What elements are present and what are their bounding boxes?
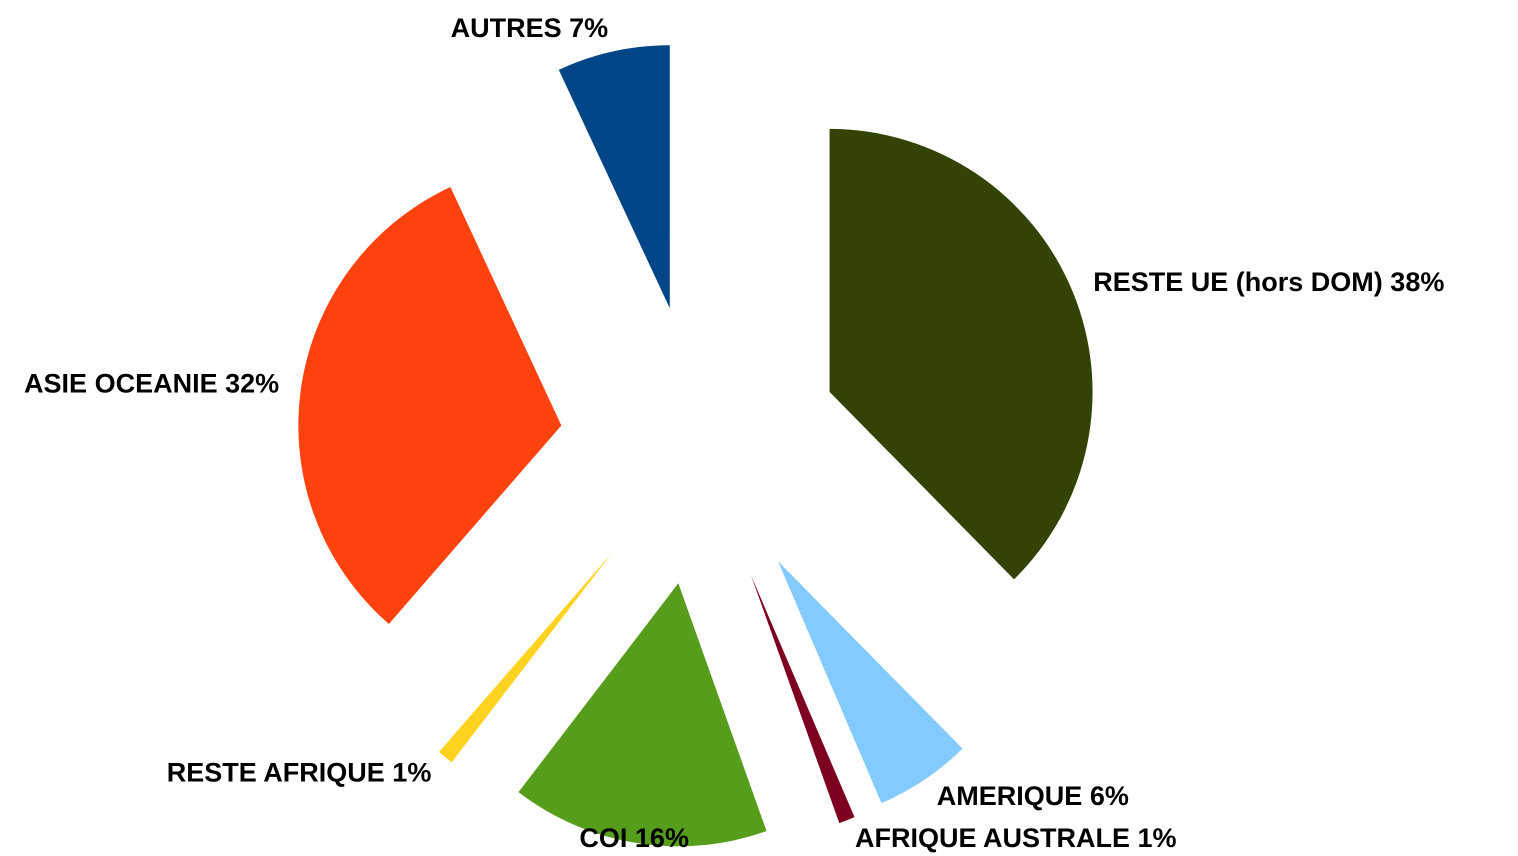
value-label: 6%: [1090, 781, 1129, 811]
category-name: RESTE UE (hors DOM): [1093, 267, 1383, 297]
pie-slice: [298, 187, 562, 624]
value-label: 1%: [392, 757, 431, 787]
pie-slice: [558, 45, 670, 309]
category-name: AUTRES: [451, 13, 562, 43]
pie-slice: [518, 583, 767, 847]
category-name: ASIE OCEANIE: [24, 369, 218, 399]
pie-slice: [778, 561, 963, 804]
pie-slice: [751, 575, 855, 824]
category-name: AFRIQUE AUSTRALE: [855, 823, 1130, 853]
value-label: 7%: [569, 13, 608, 43]
value-label: 1%: [1137, 823, 1176, 853]
category-name: AMERIQUE: [937, 781, 1083, 811]
slice-label: AMERIQUE 6%: [937, 781, 1129, 811]
category-name: RESTE AFRIQUE: [167, 757, 385, 787]
slice-label: COI 16%: [579, 823, 689, 853]
category-name: COI: [579, 823, 627, 853]
value-label: 32%: [225, 369, 279, 399]
value-label: 16%: [635, 823, 689, 853]
slice-label: RESTE AFRIQUE 1%: [167, 757, 432, 787]
slice-label: AUTRES 7%: [451, 13, 609, 43]
slice-label: ASIE OCEANIE 32%: [24, 369, 279, 399]
pie-slice: [438, 553, 612, 763]
slice-label: RESTE UE (hors DOM) 38%: [1093, 267, 1444, 297]
slice-label: AFRIQUE AUSTRALE 1%: [855, 823, 1177, 853]
pie-slice: [829, 128, 1093, 580]
value-label: 38%: [1390, 267, 1444, 297]
